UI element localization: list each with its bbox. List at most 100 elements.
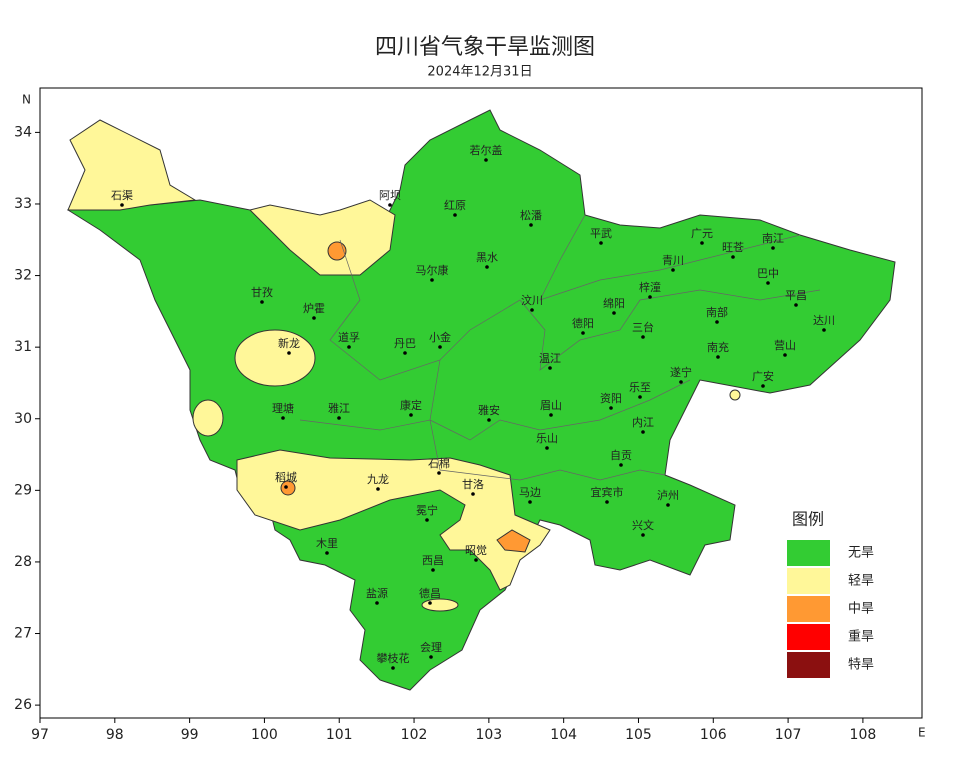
city-label: 内江 xyxy=(632,415,654,429)
city-dot xyxy=(700,241,704,245)
city-dot xyxy=(375,601,379,605)
x-tick-label: 103 xyxy=(475,727,502,743)
city-dot xyxy=(428,601,432,605)
city-dot xyxy=(484,158,488,162)
city-dot xyxy=(120,203,124,207)
region-light xyxy=(192,399,224,437)
city-label: 绵阳 xyxy=(603,296,625,310)
city-dot xyxy=(388,203,392,207)
region-moderate xyxy=(327,241,347,261)
city-dot xyxy=(545,446,549,450)
y-tick-label: 30 xyxy=(14,411,32,427)
city-label: 青川 xyxy=(662,254,684,267)
city-label: 资阳 xyxy=(600,392,622,405)
y-tick-label: 26 xyxy=(14,697,32,713)
city-label: 雅安 xyxy=(478,403,500,417)
x-axis-label: E xyxy=(918,726,926,740)
city-dot xyxy=(771,246,775,250)
city-dot xyxy=(425,518,429,522)
city-label: 九龙 xyxy=(367,473,389,486)
city-dot xyxy=(453,213,457,217)
x-tick-label: 106 xyxy=(700,727,727,743)
x-tick-label: 98 xyxy=(106,727,124,743)
city-label: 丹巴 xyxy=(394,337,416,350)
city-dot xyxy=(287,351,291,355)
city-label: 甘孜 xyxy=(251,285,273,299)
city-label: 平武 xyxy=(590,227,612,240)
boundaries xyxy=(299,214,821,481)
city-label: 红原 xyxy=(444,199,466,212)
legend-swatch xyxy=(787,540,830,566)
city-label: 德阳 xyxy=(572,316,594,330)
city-dot xyxy=(347,345,351,349)
y-tick-label: 28 xyxy=(14,554,32,570)
city-label: 木里 xyxy=(316,537,338,550)
regions xyxy=(66,109,896,691)
legend-label: 特旱 xyxy=(848,658,874,673)
region-light xyxy=(729,389,741,401)
city-dot xyxy=(325,551,329,555)
region-moderate xyxy=(496,529,531,553)
city-label: 乐山 xyxy=(536,432,558,445)
city-dot xyxy=(260,300,264,304)
city-label: 雅江 xyxy=(328,401,350,415)
city-dot xyxy=(312,316,316,320)
city-dot xyxy=(548,366,552,370)
legend-title: 图例 xyxy=(792,510,824,529)
city-label: 昭觉 xyxy=(465,544,487,557)
city-dot xyxy=(612,311,616,315)
city-label: 宜宾市 xyxy=(591,485,624,499)
x-tick-label: 104 xyxy=(550,727,577,743)
region-light xyxy=(234,329,316,387)
x-tick-label: 107 xyxy=(775,727,802,743)
city-label: 马边 xyxy=(519,486,541,499)
city-label: 冕宁 xyxy=(416,503,438,517)
city-label: 稻城 xyxy=(275,471,297,484)
city-dot xyxy=(529,223,533,227)
city-label: 若尔盖 xyxy=(470,143,503,157)
city-label: 炉霍 xyxy=(303,302,325,315)
city-dot xyxy=(429,655,433,659)
city-dot xyxy=(822,328,826,332)
city-dot xyxy=(528,500,532,504)
region-light xyxy=(421,598,459,612)
city-dot xyxy=(391,666,395,670)
city-dot xyxy=(403,351,407,355)
y-tick-label: 31 xyxy=(14,339,32,355)
x-tick-label: 99 xyxy=(181,727,199,743)
city-label: 梓潼 xyxy=(639,280,661,294)
city-dot xyxy=(761,384,765,388)
city-label: 马尔康 xyxy=(416,263,449,277)
region-light xyxy=(67,119,197,211)
city-label: 黑水 xyxy=(476,251,498,264)
city-label: 温江 xyxy=(539,352,561,365)
city-label: 德昌 xyxy=(419,586,441,600)
city-dot xyxy=(648,295,652,299)
city-dot xyxy=(487,418,491,422)
city-label: 康定 xyxy=(400,398,422,412)
y-tick-label: 33 xyxy=(14,196,32,212)
title: 四川省气象干旱监测图 xyxy=(375,35,595,60)
city-label: 达川 xyxy=(813,314,835,327)
city-dot xyxy=(409,413,413,417)
x-tick-label: 105 xyxy=(625,727,652,743)
city-label: 乐至 xyxy=(629,381,651,394)
city-label: 广元 xyxy=(691,227,713,240)
city-dot xyxy=(666,503,670,507)
city-dot xyxy=(430,278,434,282)
city-label: 小金 xyxy=(429,330,451,344)
y-tick-label: 29 xyxy=(14,482,32,498)
x-tick-label: 102 xyxy=(401,727,428,743)
region-moderate xyxy=(280,480,296,496)
city-dot xyxy=(599,241,603,245)
x-tick-label: 101 xyxy=(326,727,353,743)
city-label: 南江 xyxy=(762,232,784,245)
city-label: 攀枝花 xyxy=(377,651,410,665)
subtitle: 2024年12月31日 xyxy=(427,65,532,80)
legend-swatch xyxy=(787,568,830,594)
city-label: 兴文 xyxy=(632,518,654,532)
city-label: 阿坝 xyxy=(379,188,401,202)
city-label: 三台 xyxy=(632,320,654,334)
